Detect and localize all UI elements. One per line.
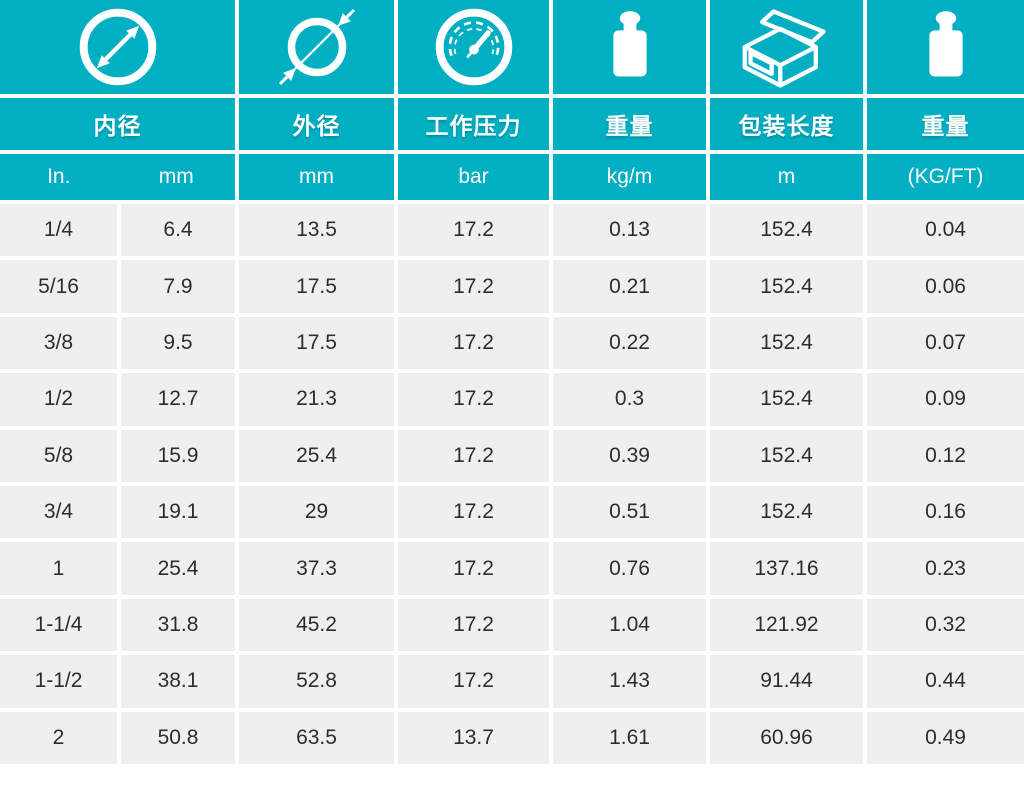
table-cell: 15.9 xyxy=(121,429,235,482)
table-cell: 45.2 xyxy=(239,598,394,652)
table-cell: 1/2 xyxy=(0,373,117,426)
column-title-weight-kgft: 重量 xyxy=(867,98,1024,150)
table-cell: 25.4 xyxy=(121,542,235,595)
table-cell: 152.4 xyxy=(710,485,863,539)
weight-per-m-header-cell xyxy=(553,0,706,94)
package-length-header-cell xyxy=(710,0,863,94)
table-cell: 5/8 xyxy=(0,429,117,482)
table-cell: 17.5 xyxy=(239,260,394,313)
table-cell: 17.2 xyxy=(398,373,549,426)
column-title-inner-diameter: 内径 xyxy=(0,98,235,150)
table-cell: 17.2 xyxy=(398,429,549,482)
table-cell: 1-1/2 xyxy=(0,655,117,708)
inner-diameter-icon xyxy=(74,3,162,91)
table-cell: 0.07 xyxy=(867,316,1024,370)
table-cell: 0.04 xyxy=(867,204,1024,257)
table-cell: 121.92 xyxy=(710,598,863,652)
table-cell: 0.06 xyxy=(867,260,1024,313)
unit-outer-diameter: mm xyxy=(239,154,394,200)
weight-icon xyxy=(914,8,978,86)
table-cell: 17.5 xyxy=(239,316,394,370)
table-cell: 13.7 xyxy=(398,711,549,764)
table-cell: 31.8 xyxy=(121,598,235,652)
table-cell: 0.39 xyxy=(553,429,706,482)
table-cell: 19.1 xyxy=(121,485,235,539)
table-cell: 0.23 xyxy=(867,542,1024,595)
table-cell: 3/8 xyxy=(0,316,117,370)
unit-mm-label: mm xyxy=(158,165,194,188)
unit-inch-label: In. xyxy=(47,165,71,188)
table-cell: 29 xyxy=(239,485,394,539)
table-cell: 1 xyxy=(0,542,117,595)
table-cell: 9.5 xyxy=(121,316,235,370)
table-cell: 17.2 xyxy=(398,260,549,313)
table-cell: 38.1 xyxy=(121,655,235,708)
table-cell: 0.51 xyxy=(553,485,706,539)
table-cell: 17.2 xyxy=(398,316,549,370)
table-cell: 17.2 xyxy=(398,485,549,539)
unit-weight-kgm: kg/m xyxy=(553,154,706,200)
table-cell: 0.76 xyxy=(553,542,706,595)
table-cell: 6.4 xyxy=(121,204,235,257)
table-cell: 152.4 xyxy=(710,316,863,370)
table-cell: 0.22 xyxy=(553,316,706,370)
package-box-icon xyxy=(728,0,846,95)
column-title-package-length: 包装长度 xyxy=(710,98,863,150)
table-cell: 17.2 xyxy=(398,204,549,257)
table-cell: 7.9 xyxy=(121,260,235,313)
unit-weight-kgft: (KG/FT) xyxy=(867,154,1024,200)
inner-diameter-header-cell xyxy=(0,0,235,94)
table-cell: 1.43 xyxy=(553,655,706,708)
table-cell: 21.3 xyxy=(239,373,394,426)
table-cell: 1-1/4 xyxy=(0,598,117,652)
weight-icon xyxy=(598,8,662,86)
table-cell: 17.2 xyxy=(398,598,549,652)
unit-working-pressure: bar xyxy=(398,154,549,200)
unit-inner-diameter: In. mm xyxy=(0,154,235,200)
table-cell: 37.3 xyxy=(239,542,394,595)
table-cell: 0.16 xyxy=(867,485,1024,539)
table-cell: 3/4 xyxy=(0,485,117,539)
table-cell: 137.16 xyxy=(710,542,863,595)
weight-per-ft-header-cell xyxy=(867,0,1024,94)
table-cell: 0.49 xyxy=(867,711,1024,764)
hose-spec-table: 内径 外径 工作压力 重量 包装长度 重量 In. mm mm bar kg/m… xyxy=(0,0,1024,764)
table-cell: 52.8 xyxy=(239,655,394,708)
table-cell: 0.44 xyxy=(867,655,1024,708)
table-cell: 13.5 xyxy=(239,204,394,257)
table-cell: 1.61 xyxy=(553,711,706,764)
table-cell: 12.7 xyxy=(121,373,235,426)
table-cell: 2 xyxy=(0,711,117,764)
table-cell: 17.2 xyxy=(398,542,549,595)
table-cell: 0.3 xyxy=(553,373,706,426)
table-cell: 0.32 xyxy=(867,598,1024,652)
table-cell: 1.04 xyxy=(553,598,706,652)
table-cell: 17.2 xyxy=(398,655,549,708)
table-cell: 152.4 xyxy=(710,373,863,426)
table-cell: 0.13 xyxy=(553,204,706,257)
column-title-outer-diameter: 外径 xyxy=(239,98,394,150)
table-cell: 50.8 xyxy=(121,711,235,764)
table-cell: 0.09 xyxy=(867,373,1024,426)
table-cell: 91.44 xyxy=(710,655,863,708)
table-cell: 0.12 xyxy=(867,429,1024,482)
table-cell: 25.4 xyxy=(239,429,394,482)
outer-diameter-icon xyxy=(273,3,361,91)
table-cell: 1/4 xyxy=(0,204,117,257)
unit-package-length: m xyxy=(710,154,863,200)
outer-diameter-header-cell xyxy=(239,0,394,94)
table-cell: 152.4 xyxy=(710,204,863,257)
working-pressure-header-cell xyxy=(398,0,549,94)
table-cell: 152.4 xyxy=(710,260,863,313)
pressure-gauge-icon xyxy=(430,3,518,91)
table-cell: 5/16 xyxy=(0,260,117,313)
table-cell: 60.96 xyxy=(710,711,863,764)
table-cell: 152.4 xyxy=(710,429,863,482)
table-cell: 0.21 xyxy=(553,260,706,313)
column-title-weight-kgm: 重量 xyxy=(553,98,706,150)
table-cell: 63.5 xyxy=(239,711,394,764)
column-title-working-pressure: 工作压力 xyxy=(398,98,549,150)
